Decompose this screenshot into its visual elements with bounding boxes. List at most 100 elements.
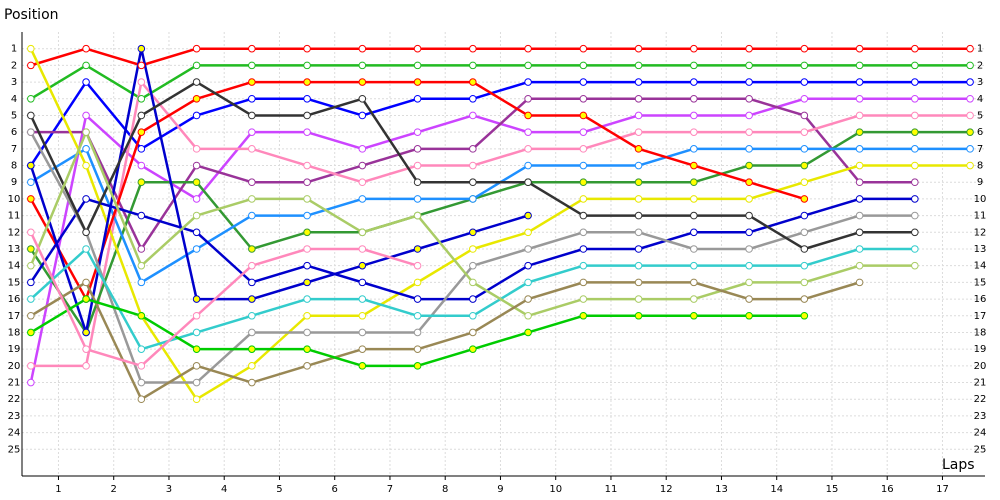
lap-marker (911, 161, 919, 170)
lap-marker (855, 261, 864, 270)
lap-marker (966, 145, 974, 153)
lap-marker (855, 145, 864, 153)
y-tick-label: 21 (8, 378, 21, 389)
lap-marker (579, 78, 588, 86)
lap-marker (690, 195, 698, 203)
lap-marker (745, 128, 753, 136)
lap-marker (358, 295, 367, 303)
lap-marker (911, 61, 919, 70)
lap-marker (469, 295, 477, 303)
lap-marker (27, 61, 35, 70)
lap-marker (469, 178, 477, 187)
lap-marker (248, 378, 256, 387)
lap-marker (911, 145, 919, 153)
lap-marker (911, 128, 919, 136)
lap-marker (911, 44, 919, 53)
lap-marker (579, 145, 588, 153)
y-tick-label: 5 (11, 110, 17, 121)
lap-marker (82, 245, 90, 253)
lap-marker (27, 378, 35, 387)
lap-marker (27, 311, 35, 320)
lap-marker (303, 178, 311, 187)
lap-marker (469, 61, 477, 70)
lap-marker (137, 395, 146, 404)
lap-marker (82, 278, 90, 287)
lap-marker (469, 345, 477, 353)
y-tick-label-right: 15 (974, 277, 987, 288)
lap-marker (413, 278, 422, 287)
lap-marker (248, 145, 256, 153)
x-tick-label: 13 (715, 484, 728, 495)
y-tick-label-right: 9 (977, 177, 983, 188)
lap-marker (303, 328, 311, 337)
x-tick-label: 10 (549, 484, 562, 495)
lap-marker (192, 228, 201, 237)
y-tick-label: 24 (8, 428, 21, 439)
y-tick-label: 6 (11, 127, 17, 138)
lap-marker (248, 245, 256, 253)
lap-marker (524, 61, 532, 70)
lap-marker (192, 178, 201, 187)
lap-marker (82, 44, 90, 53)
lap-marker (469, 111, 477, 120)
lap-marker (634, 261, 643, 270)
lap-marker (413, 245, 422, 253)
lap-marker (303, 228, 311, 237)
y-tick-label-right: 3 (977, 77, 983, 88)
y-tick-label-right: 7 (977, 144, 983, 155)
lap-marker (192, 378, 201, 387)
lap-marker (855, 78, 864, 86)
lap-marker (579, 111, 588, 120)
lap-marker (413, 78, 422, 86)
x-tick-label: 11 (605, 484, 618, 495)
lap-marker (248, 195, 256, 203)
lap-marker (248, 328, 256, 337)
x-tick-label: 3 (166, 484, 172, 495)
lap-marker (137, 94, 146, 103)
lap-marker (634, 61, 643, 70)
lap-marker (690, 94, 698, 103)
series-line (29, 130, 971, 334)
y-axis-title: Position (4, 7, 59, 23)
lap-marker (303, 195, 311, 203)
y-tick-label-right: 20 (974, 361, 987, 372)
lap-marker (855, 161, 864, 170)
lap-marker (524, 278, 532, 287)
x-tick-label: 8 (442, 484, 448, 495)
lap-marker (137, 345, 146, 353)
lap-marker (966, 44, 974, 53)
lap-marker (248, 211, 256, 220)
lap-marker (27, 261, 35, 270)
lap-marker (303, 78, 311, 86)
series-line (30, 97, 915, 251)
lap-marker (634, 94, 643, 103)
lap-marker (634, 228, 643, 237)
lap-marker (469, 328, 477, 337)
lap-marker (192, 94, 201, 103)
lap-marker (413, 61, 422, 70)
lap-marker (469, 228, 477, 237)
x-axis-title: Laps (942, 457, 975, 473)
lap-marker (303, 245, 311, 253)
lap-marker (690, 161, 698, 170)
lap-marker (800, 211, 809, 220)
series-line (30, 64, 971, 101)
lap-marker (690, 295, 698, 303)
lap-marker (524, 178, 532, 187)
lap-marker (745, 61, 753, 70)
lap-marker (82, 128, 90, 136)
lap-marker (413, 94, 422, 103)
lap-marker (855, 111, 864, 120)
lap-marker (192, 61, 201, 70)
lap-marker (82, 362, 90, 370)
y-tick-label-right: 4 (977, 94, 983, 105)
lap-marker (413, 211, 422, 220)
lap-marker (745, 295, 753, 303)
lap-marker (911, 261, 919, 270)
lap-marker (745, 44, 753, 53)
lap-marker (27, 362, 35, 370)
lap-marker (469, 245, 477, 253)
lap-marker (800, 195, 809, 203)
lap-marker (855, 44, 864, 53)
y-tick-label-right: 10 (974, 194, 987, 205)
